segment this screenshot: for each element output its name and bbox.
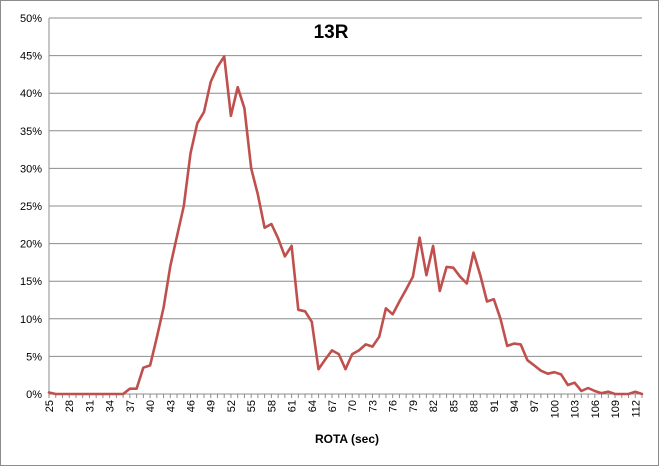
y-tick-label: 15% <box>20 276 42 288</box>
x-tick-label: 34 <box>105 400 117 412</box>
x-tick-label: 82 <box>428 400 440 412</box>
y-tick-label: 35% <box>20 126 42 138</box>
x-tick-label: 91 <box>489 400 501 412</box>
y-tick-label: 50% <box>20 13 42 25</box>
x-axis-title: ROTA (sec) <box>315 432 379 446</box>
y-tick-label: 45% <box>20 51 42 63</box>
label-layer: 0% 5% 10% 15% 20% 25% 30% 35% 40% 45% 50% 25 28 31 34 3… <box>20 13 642 418</box>
y-tick-label: 10% <box>20 314 42 326</box>
y-tick-label: 30% <box>20 163 42 175</box>
x-tick-label: 109 <box>610 400 622 418</box>
x-tick-label: 112 <box>630 400 642 418</box>
y-tick-label: 20% <box>20 239 42 251</box>
x-tick-label: 103 <box>570 400 582 418</box>
x-tick-label: 67 <box>327 400 339 412</box>
x-tick-label: 85 <box>448 400 460 412</box>
grid-layer <box>49 17 642 357</box>
y-tick-label: 25% <box>20 201 42 213</box>
x-tick-label: 61 <box>287 400 299 412</box>
x-tick-label: 97 <box>529 400 541 412</box>
y-tick-label: 5% <box>26 351 42 363</box>
x-tick-label: 37 <box>125 400 137 412</box>
x-tick-label: 88 <box>469 400 481 412</box>
x-tick-label: 46 <box>186 400 198 412</box>
x-tick-label: 40 <box>145 400 157 412</box>
x-tick-label: 58 <box>266 400 278 412</box>
x-tick-label: 49 <box>206 400 218 412</box>
x-tick-label: 100 <box>549 400 561 418</box>
x-tick-label: 43 <box>165 400 177 412</box>
y-tick-label: 0% <box>26 389 42 401</box>
x-tick-label: 31 <box>84 400 96 412</box>
series-layer <box>47 55 644 396</box>
series-line <box>47 55 644 396</box>
axis-layer <box>48 18 643 398</box>
x-tick-label: 52 <box>226 400 238 412</box>
x-tick-label: 106 <box>590 400 602 418</box>
x-tick-label: 70 <box>347 400 359 412</box>
chart-title: 13R <box>314 22 349 43</box>
x-tick-label: 55 <box>246 400 258 412</box>
x-tick-label: 64 <box>307 400 319 412</box>
x-tick-label: 76 <box>388 400 400 412</box>
x-tick-label: 28 <box>64 400 76 412</box>
x-tick-label: 25 <box>44 400 56 412</box>
x-tick-label: 73 <box>367 400 379 412</box>
y-tick-label: 40% <box>20 88 42 100</box>
x-tick-label: 79 <box>408 400 420 412</box>
x-tick-label: 94 <box>509 400 521 412</box>
